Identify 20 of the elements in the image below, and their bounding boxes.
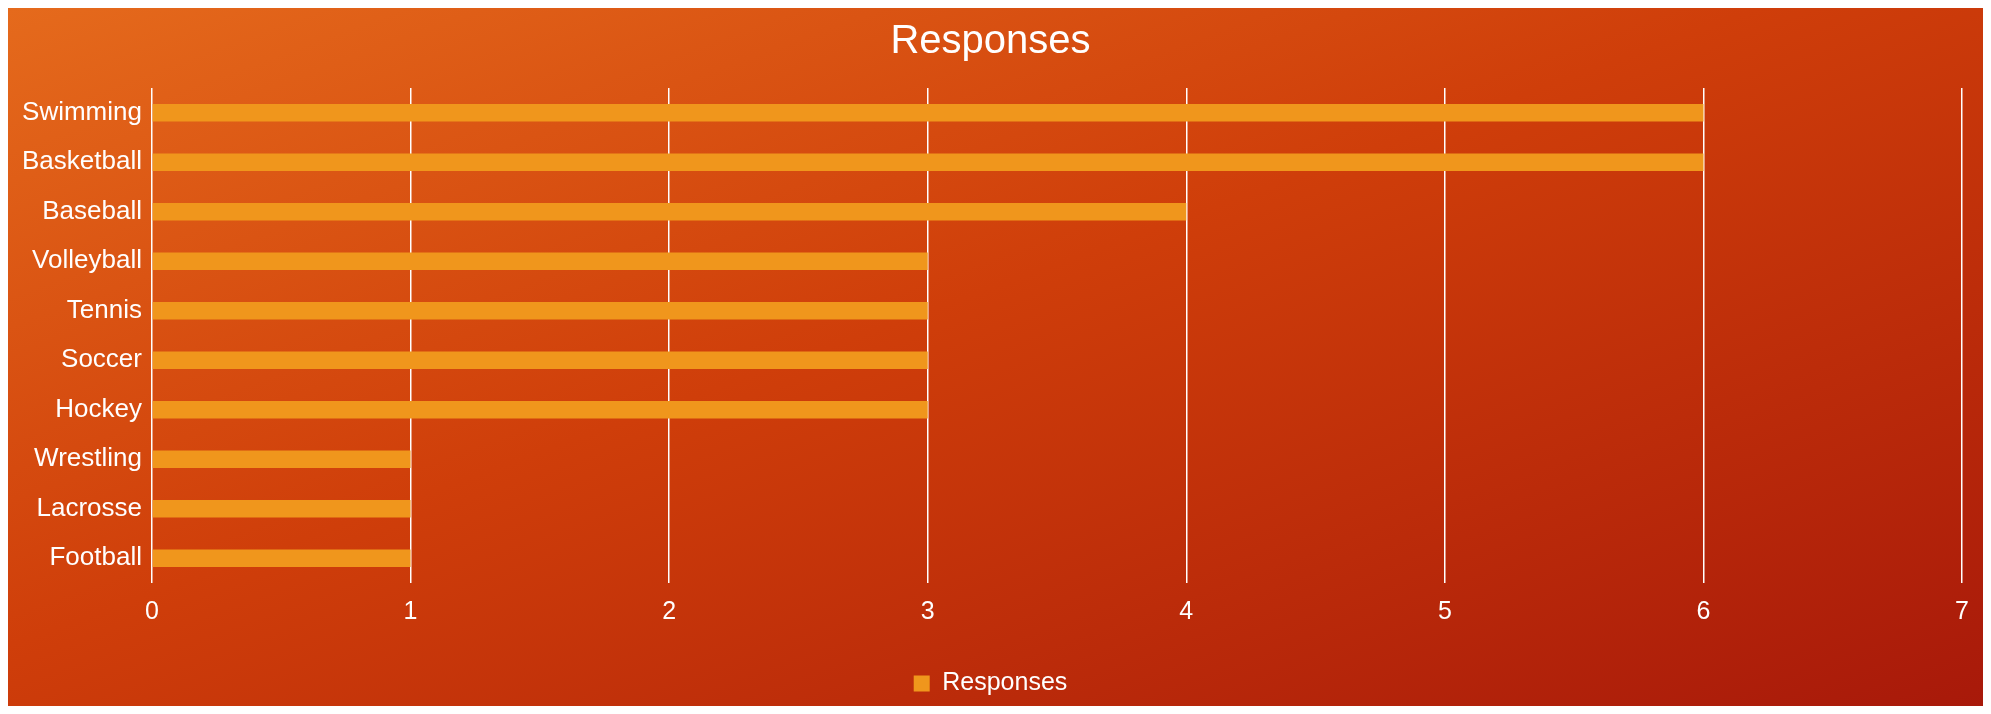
x-tick-label: 3 <box>920 595 935 624</box>
y-tick-label: Lacrosse <box>36 491 142 522</box>
y-tick-label: Football <box>49 541 142 572</box>
y-tick-label: Hockey <box>55 392 142 423</box>
x-tick-label: 1 <box>403 595 418 624</box>
y-tick-label: Wrestling <box>34 442 142 473</box>
x-tick-label: 2 <box>662 595 677 624</box>
x-tick-label: 0 <box>145 595 159 624</box>
y-tick-label: Volleyball <box>32 244 142 275</box>
x-tick-label: 5 <box>1437 595 1452 624</box>
x-tick-label: 6 <box>1696 595 1711 624</box>
y-tick-label: Soccer <box>61 343 143 374</box>
y-tick-label: Baseball <box>42 194 142 225</box>
y-tick-label: Tennis <box>66 293 142 324</box>
x-tick-label: 7 <box>1955 595 1969 624</box>
chart-title: Responses <box>890 17 1091 62</box>
legend-label: Responses <box>942 667 1068 696</box>
y-tick-label: Basketball <box>21 145 142 176</box>
y-tick-label: Swimming <box>22 95 142 126</box>
x-tick-label: 4 <box>1179 595 1194 624</box>
